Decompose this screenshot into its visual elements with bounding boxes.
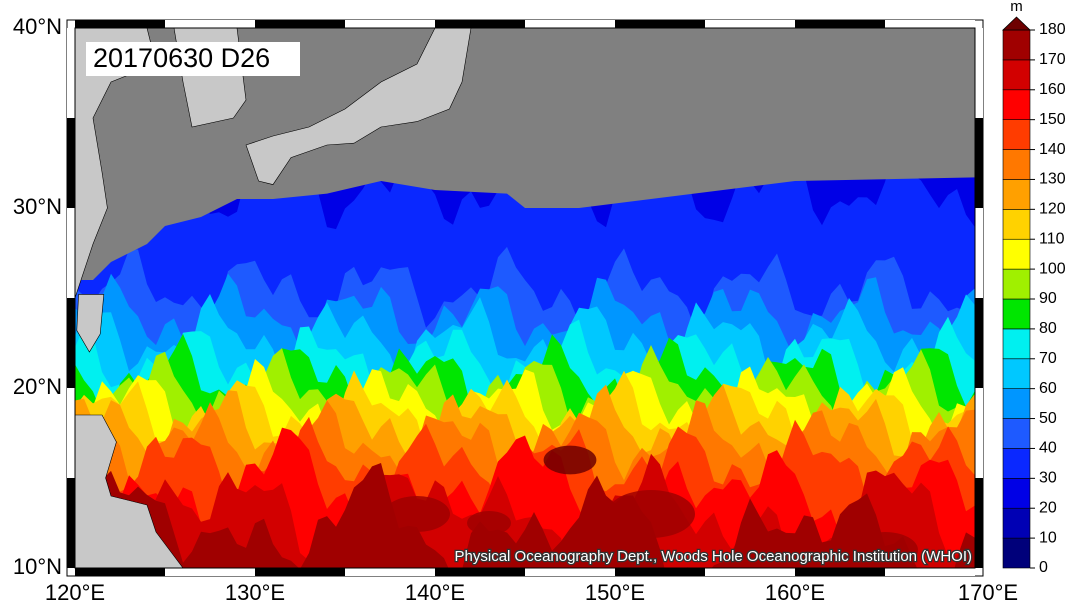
colorbar-bin	[1002, 448, 1031, 479]
colorbar-tick-label: 160	[1039, 81, 1066, 98]
lon-label: 130°E	[225, 580, 285, 605]
frame-segment	[705, 568, 795, 576]
lon-label: 170°E	[958, 580, 1018, 605]
map-border	[74, 27, 976, 569]
field	[75, 28, 975, 568]
lat-label: 40°N	[13, 14, 62, 39]
frame-segment	[705, 20, 795, 28]
colorbar-bin	[1002, 358, 1031, 389]
no-data-area	[75, 28, 975, 280]
colorbar-tick-label: 130	[1039, 171, 1066, 188]
land	[75, 414, 184, 568]
frame	[66, 19, 984, 577]
colorbar-tick-label: 90	[1039, 290, 1057, 307]
colorbar-tick-label: 50	[1039, 410, 1057, 427]
frame-segment	[525, 20, 615, 28]
lon-label: 120°E	[45, 580, 105, 605]
depth-patch	[384, 496, 450, 532]
frame-segment	[975, 298, 983, 388]
frame-segment	[885, 20, 975, 28]
frame-segment	[975, 28, 983, 118]
frame-segment	[345, 20, 435, 28]
colorbar-bin	[1002, 238, 1031, 270]
lon-label: 160°E	[765, 580, 825, 605]
colorbar-tick-label: 120	[1039, 201, 1066, 218]
frame-segment	[165, 568, 255, 576]
credit: Physical Oceanography Dept., Woods Hole …	[455, 548, 972, 565]
frame-segment	[615, 20, 705, 28]
colorbar-bin	[1002, 268, 1031, 300]
frame-segment	[795, 568, 885, 576]
colorbar-bin	[1002, 89, 1031, 120]
colorbar-tick-label: 80	[1039, 320, 1057, 337]
frame-segment	[435, 20, 525, 28]
depth-patch	[852, 532, 918, 568]
colorbar-bin	[1002, 59, 1031, 91]
depth-patch	[607, 490, 695, 538]
colorbar-tick-label: 40	[1039, 440, 1057, 457]
colorbar-tick-label: 150	[1039, 111, 1066, 128]
colorbar-bin	[1002, 29, 1031, 61]
title: 20170630 D26	[93, 43, 270, 73]
colorbar-overflow	[1002, 16, 1031, 31]
frame-segment	[975, 388, 983, 478]
frame-segment	[975, 118, 983, 208]
colorbar-tick-label: 110	[1039, 230, 1065, 247]
colorbar-tick-label: 100	[1039, 260, 1066, 277]
frame-segment	[885, 568, 975, 576]
land	[76, 294, 105, 353]
depth-band	[75, 463, 975, 568]
colorbar-bin	[1002, 537, 1031, 569]
colorbar-bin	[1002, 298, 1031, 330]
colorbar-tick-label: 30	[1039, 470, 1057, 487]
colorbar-bin	[1002, 149, 1031, 180]
colorbar-tick-label: 20	[1039, 499, 1057, 516]
title-box	[86, 42, 300, 76]
frame-segment	[67, 28, 75, 118]
frame-segment	[255, 20, 345, 28]
colorbar-bin	[1002, 119, 1031, 150]
frame-segment	[67, 298, 75, 388]
frame-segment	[975, 478, 983, 568]
colorbar-tick-label: 170	[1039, 51, 1066, 68]
frame-segment	[255, 568, 345, 576]
frame-segment	[75, 20, 165, 28]
land	[245, 28, 472, 185]
frame-segment	[795, 20, 885, 28]
lat-label: 10°N	[13, 554, 62, 579]
colorbar-tick-label: 60	[1039, 380, 1057, 397]
lat-label: 30°N	[13, 194, 62, 219]
colorbar-bin	[1002, 209, 1031, 240]
frame-segment	[435, 568, 525, 576]
lon-label: 140°E	[405, 580, 465, 605]
colorbar-tick-label: 180	[1039, 21, 1066, 38]
colorbar-bin	[1002, 507, 1031, 539]
colorbar-bin	[1002, 179, 1031, 210]
frame-segment	[165, 20, 255, 28]
frame-segment	[345, 568, 435, 576]
depth-patch	[543, 445, 597, 475]
colorbar-bin	[1002, 328, 1031, 360]
lon-label: 150°E	[585, 580, 645, 605]
colorbar-tick-label: 70	[1039, 350, 1057, 367]
colorbar-bin	[1002, 388, 1031, 419]
frame-segment	[67, 208, 75, 298]
colorbar-tick-label: 10	[1039, 529, 1057, 546]
lat-label: 20°N	[13, 374, 62, 399]
colorbar-bin	[1002, 478, 1031, 509]
depth-patch	[467, 511, 511, 535]
frame-segment	[615, 568, 705, 576]
frame-segment	[67, 478, 75, 568]
frame-segment	[975, 208, 983, 298]
colorbar-tick-label: 140	[1039, 141, 1066, 158]
colorbar-bin	[1002, 418, 1031, 449]
frame-segment	[67, 388, 75, 478]
frame-segment	[75, 568, 165, 576]
frame-segment	[67, 118, 75, 208]
frame-segment	[525, 568, 615, 576]
colorbar-unit: m	[1010, 0, 1023, 15]
colorbar-tick-label: 0	[1039, 559, 1048, 576]
